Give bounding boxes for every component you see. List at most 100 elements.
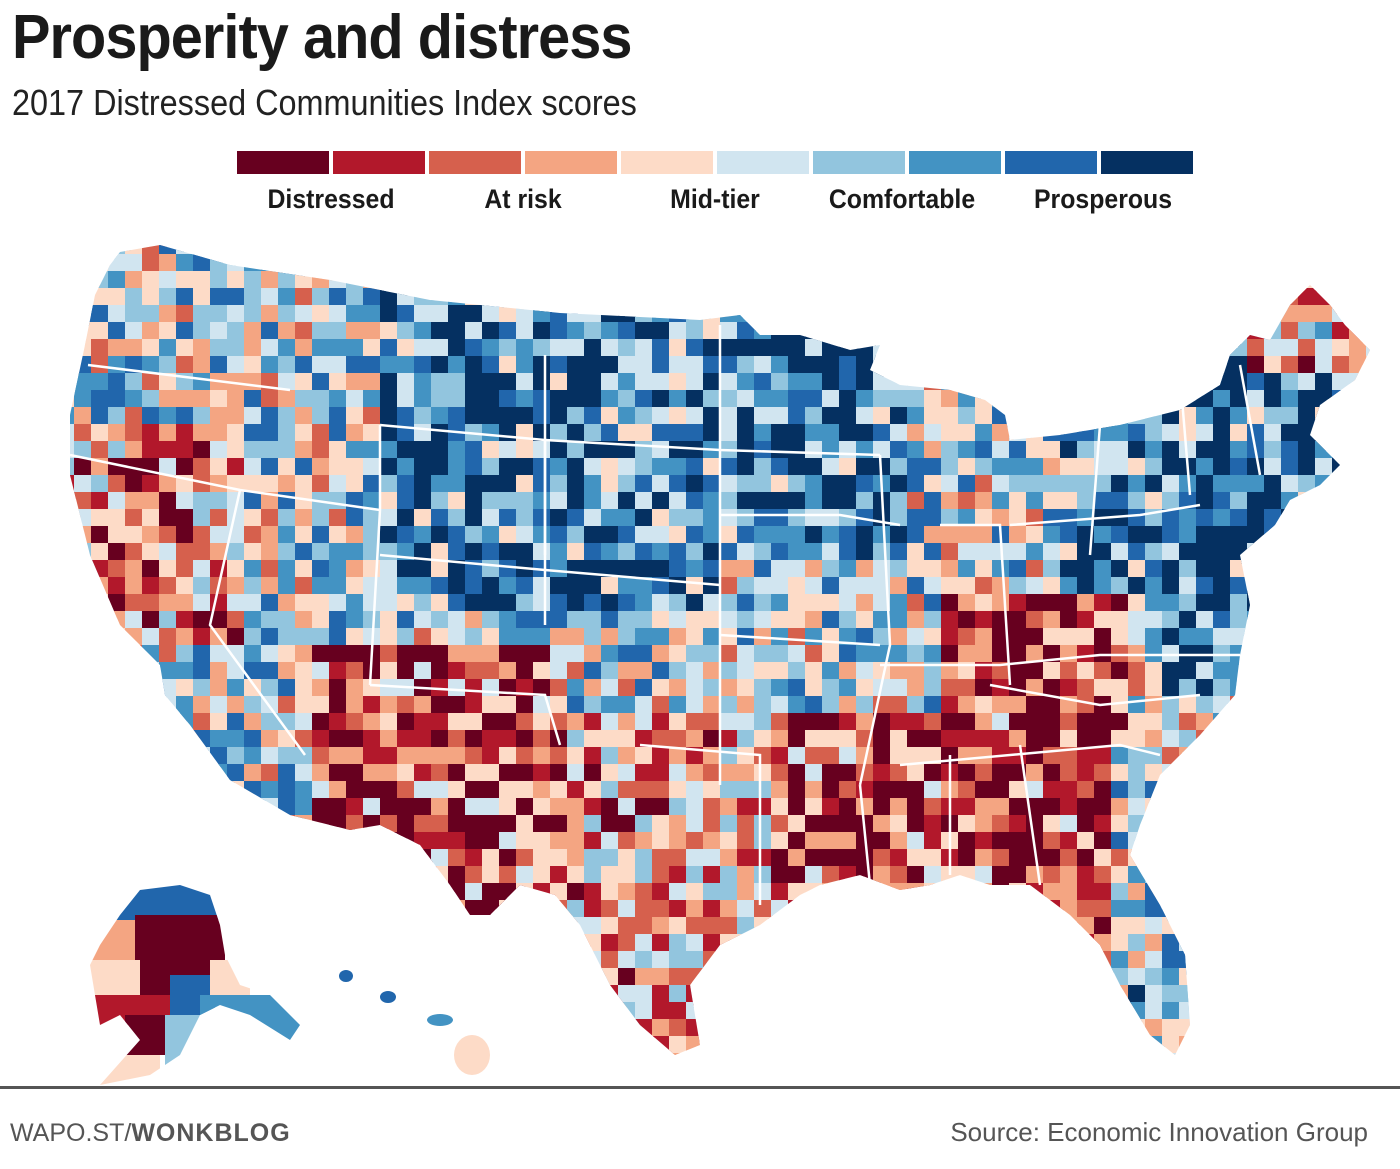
county-cell xyxy=(839,883,867,903)
county-cell xyxy=(193,781,220,804)
county-cell xyxy=(584,254,602,277)
county-cell xyxy=(70,985,79,1011)
county-cell xyxy=(193,1036,217,1055)
county-cell xyxy=(397,594,416,612)
county-cell xyxy=(1264,764,1290,786)
county-cell xyxy=(1111,832,1130,851)
county-cell xyxy=(261,713,279,730)
county-cell xyxy=(278,815,296,838)
county-cell xyxy=(1298,747,1320,773)
county-cell xyxy=(567,968,590,985)
county-cell xyxy=(873,985,890,1009)
county-cell xyxy=(312,339,331,359)
county-cell xyxy=(312,526,332,546)
county-cell xyxy=(465,492,485,514)
county-cell xyxy=(822,271,843,292)
county-cell xyxy=(1264,866,1291,887)
county-cell xyxy=(1298,628,1317,648)
county-cell xyxy=(1145,305,1166,325)
county-cell xyxy=(397,934,415,954)
county-cell xyxy=(1366,288,1370,313)
county-cell xyxy=(1060,1053,1086,1055)
county-cell xyxy=(1298,900,1319,917)
county-cell xyxy=(1213,245,1241,254)
county-cell xyxy=(1230,305,1255,327)
county-cell xyxy=(1247,1036,1268,1055)
county-cell xyxy=(941,356,967,379)
county-cell xyxy=(1230,764,1248,786)
county-cell xyxy=(516,339,536,359)
alaska-borough xyxy=(200,995,300,1045)
county-cell xyxy=(1315,934,1334,955)
county-cell xyxy=(1230,1036,1251,1055)
county-cell xyxy=(567,577,587,596)
county-cell xyxy=(1298,424,1326,441)
county-cell xyxy=(108,849,125,875)
legend-label-prosperous: Prosperous xyxy=(1033,184,1173,214)
credit-link[interactable]: WAPO.ST/WONKBLOG xyxy=(10,1119,291,1148)
county-cell xyxy=(91,866,113,883)
county-cell xyxy=(70,509,82,527)
county-cell xyxy=(1349,458,1370,475)
county-cell xyxy=(1349,985,1370,1007)
county-cell xyxy=(924,917,951,943)
county-cell xyxy=(533,407,551,429)
county-cell xyxy=(1145,1053,1170,1055)
county-cell xyxy=(1366,883,1370,900)
county-cell xyxy=(1281,543,1304,568)
county-cell xyxy=(448,934,466,958)
county-cell xyxy=(1026,917,1043,934)
county-cell xyxy=(788,1002,809,1028)
county-cell xyxy=(907,1002,931,1026)
county-cell xyxy=(1111,764,1129,784)
credit-bold: WONKBLOG xyxy=(131,1119,291,1147)
county-cell xyxy=(1298,594,1320,612)
county-cell xyxy=(1213,917,1231,938)
county-cell xyxy=(193,866,212,891)
county-cell xyxy=(618,713,637,731)
county-cell xyxy=(91,798,111,818)
county-cell xyxy=(1298,798,1320,817)
county-cell xyxy=(227,245,248,257)
county-cell xyxy=(873,1019,894,1041)
county-cell xyxy=(907,594,927,611)
county-cell xyxy=(1077,288,1094,305)
color-legend xyxy=(237,151,1193,174)
county-cell xyxy=(992,245,1012,263)
county-cell xyxy=(822,1002,843,1028)
county-cell xyxy=(907,917,925,936)
county-cell xyxy=(1111,628,1133,647)
county-cell xyxy=(890,985,918,1008)
county-cell xyxy=(703,254,723,273)
county-cell xyxy=(1264,679,1286,700)
county-cell xyxy=(1026,288,1047,308)
county-cell xyxy=(210,424,232,441)
county-cell xyxy=(890,934,911,959)
county-cell xyxy=(1196,747,1214,768)
county-cell xyxy=(1281,951,1298,974)
county-cell xyxy=(754,849,773,866)
county-cell xyxy=(669,696,689,716)
county-cell xyxy=(499,288,517,306)
county-cell xyxy=(822,288,846,311)
county-cell xyxy=(907,271,924,290)
county-cell xyxy=(1264,1053,1291,1055)
county-cell xyxy=(941,305,964,328)
county-cell xyxy=(1366,985,1370,1003)
county-cell xyxy=(1060,951,1082,971)
county-cell xyxy=(1094,322,1113,341)
county-cell xyxy=(227,611,245,633)
county-cell xyxy=(1145,815,1171,834)
county-cell xyxy=(805,917,832,937)
county-cell xyxy=(584,492,601,512)
county-cell xyxy=(1349,526,1370,547)
county-cell xyxy=(975,662,993,682)
county-cell xyxy=(125,696,149,714)
county-cell xyxy=(890,1036,914,1054)
county-cell xyxy=(414,390,431,409)
county-cell xyxy=(1213,288,1241,307)
county-cell xyxy=(1230,815,1248,840)
county-cell xyxy=(482,1019,505,1039)
county-cell xyxy=(737,339,759,357)
county-cell xyxy=(1128,305,1152,326)
